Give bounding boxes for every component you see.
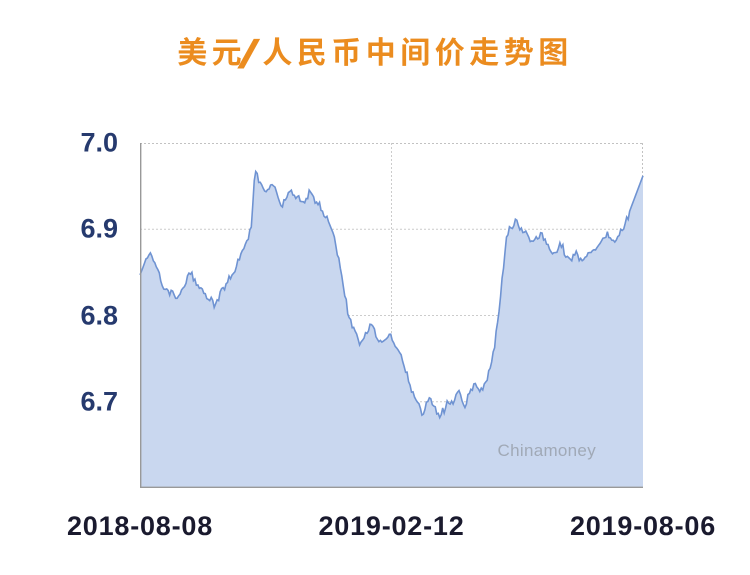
svg-text:Chinamoney: Chinamoney bbox=[498, 441, 597, 460]
